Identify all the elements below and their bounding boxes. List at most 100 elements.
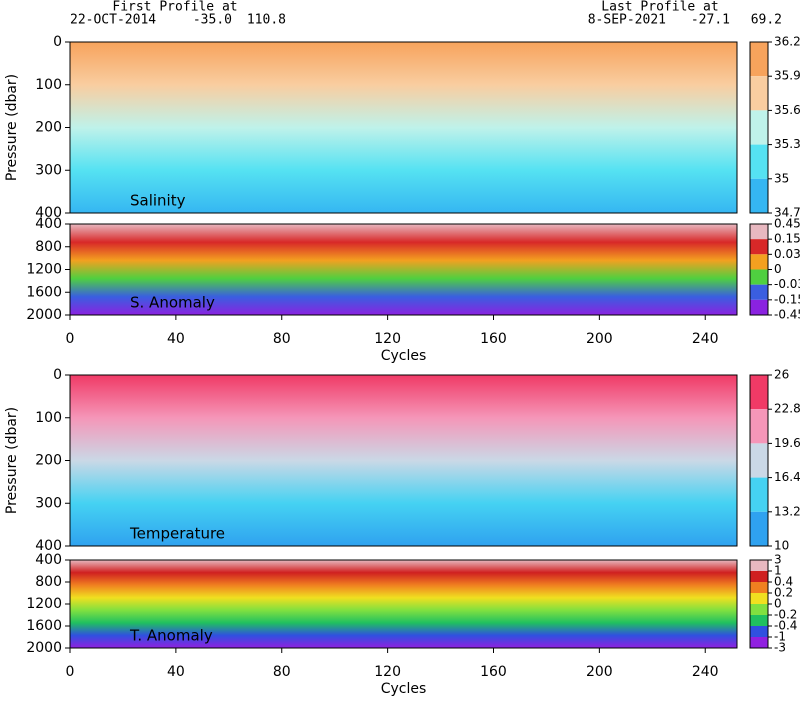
- colorbar-frame: [749, 374, 769, 547]
- colorbar-segment: [750, 76, 768, 111]
- colorbar-label: 0.45: [774, 217, 800, 231]
- panel-label: Salinity: [130, 192, 186, 210]
- colorbar-segment: [750, 593, 768, 604]
- field: [70, 375, 737, 546]
- colorbar-label: -0.2: [774, 608, 797, 622]
- x-tick-label: 240: [692, 664, 719, 680]
- colorbar-label: 34.7: [774, 206, 800, 220]
- y-tick-label: 800: [35, 239, 62, 255]
- colorbar-segment: [750, 42, 768, 77]
- field: [70, 224, 737, 315]
- colorbar-label: 35.3: [774, 137, 800, 151]
- colorbar-segment: [750, 284, 768, 300]
- colorbar-label: 0.2: [774, 586, 793, 600]
- colorbar-label: 26: [774, 368, 789, 382]
- colorbar-segment: [750, 477, 768, 512]
- header-text: 110.8: [247, 13, 286, 28]
- y-tick-label: 1600: [26, 618, 62, 634]
- colorbar-label: 35.9: [774, 69, 800, 83]
- colorbar-segment: [750, 511, 768, 546]
- colorbar-segment: [750, 375, 768, 410]
- header-text: 69.2: [751, 13, 782, 28]
- colorbar-segment: [750, 110, 768, 145]
- colorbar-label: 19.6: [774, 436, 800, 450]
- field: [70, 560, 737, 648]
- colorbar-label: -0.15: [774, 292, 800, 306]
- colorbar-label: 0.4: [774, 575, 793, 589]
- y-tick-label: 400: [35, 216, 62, 232]
- colorbar-label: 1: [774, 564, 782, 578]
- colorbar-label: 13.2: [774, 504, 800, 518]
- x-tick-label: 200: [586, 664, 613, 680]
- colorbar-label: -1: [774, 630, 786, 644]
- y-tick-label: 800: [35, 574, 62, 590]
- y-tick-label: 2000: [26, 640, 62, 656]
- x-tick-label: 80: [273, 664, 291, 680]
- header-text: Last Profile at: [601, 0, 718, 15]
- colorbar-label: 0.15: [774, 232, 800, 246]
- x-tick-label: 120: [374, 664, 401, 680]
- x-tick-label: 40: [167, 664, 185, 680]
- header-text: -27.1: [691, 13, 730, 28]
- x-tick-label: 120: [374, 331, 401, 347]
- y-tick-label: 2000: [26, 307, 62, 323]
- colorbar-label: 0: [774, 262, 782, 276]
- x-tick-label: 0: [66, 331, 75, 347]
- header-text: 8-SEP-2021: [588, 13, 666, 28]
- y-tick-label: 300: [35, 162, 62, 178]
- colorbar-segment: [750, 637, 768, 648]
- field: [70, 42, 737, 213]
- colorbar-label: 0: [774, 597, 782, 611]
- y-axis-label: Pressure (dbar): [4, 74, 20, 181]
- y-tick-label: 1200: [26, 596, 62, 612]
- colorbar-segment: [750, 409, 768, 444]
- panel-label: T. Anomaly: [129, 627, 213, 645]
- colorbar-segment: [750, 443, 768, 478]
- y-tick-label: 200: [35, 120, 62, 136]
- y-tick-label: 0: [53, 34, 62, 50]
- colorbar-label: -0.45: [774, 308, 800, 322]
- y-tick-label: 200: [35, 453, 62, 469]
- y-tick-label: 400: [35, 205, 62, 221]
- colorbar-segment: [750, 571, 768, 582]
- y-tick-label: 100: [35, 77, 62, 93]
- x-axis-label: Cycles: [381, 681, 427, 697]
- panel-label: Temperature: [129, 525, 225, 543]
- colorbar-segment: [750, 626, 768, 637]
- colorbar-label: -3: [774, 641, 786, 655]
- colorbar-label: 10: [774, 539, 789, 553]
- x-tick-label: 200: [586, 331, 613, 347]
- y-tick-label: 1600: [26, 284, 62, 300]
- colorbar-frame: [749, 41, 769, 214]
- colorbar-segment: [750, 560, 768, 571]
- colorbar-segment: [750, 224, 768, 240]
- colorbar-label: 0.03: [774, 247, 800, 261]
- x-tick-label: 160: [480, 664, 507, 680]
- colorbar-label: 36.2: [774, 35, 800, 49]
- x-tick-label: 0: [66, 664, 75, 680]
- x-axis-label: Cycles: [381, 348, 427, 364]
- colorbar-segment: [750, 239, 768, 255]
- y-tick-label: 400: [35, 538, 62, 554]
- colorbar-segment: [750, 254, 768, 270]
- y-tick-label: 0: [53, 367, 62, 383]
- colorbar-segment: [750, 604, 768, 615]
- x-tick-label: 240: [692, 331, 719, 347]
- x-tick-label: 160: [480, 331, 507, 347]
- colorbar-label: 35: [774, 171, 789, 185]
- colorbar-label: -0.03: [774, 277, 800, 291]
- colorbar-segment: [750, 178, 768, 213]
- x-tick-label: 40: [167, 331, 185, 347]
- y-tick-label: 300: [35, 495, 62, 511]
- colorbar-label: 22.8: [774, 402, 800, 416]
- header-text: First Profile at: [112, 0, 237, 15]
- colorbar-label: 3: [774, 553, 782, 567]
- y-tick-label: 400: [35, 552, 62, 568]
- header-text: 22-OCT-2014: [70, 13, 156, 28]
- colorbar-label: -0.4: [774, 619, 797, 633]
- x-tick-label: 80: [273, 331, 291, 347]
- colorbar-segment: [750, 299, 768, 315]
- colorbar-segment: [750, 269, 768, 285]
- colorbar-segment: [750, 615, 768, 626]
